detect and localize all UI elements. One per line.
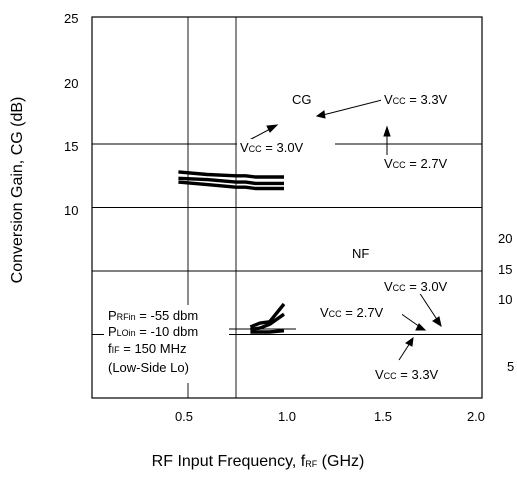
x-tick-1-5: 1.5 [374, 409, 392, 424]
cond-ploin: PLOin = -10 dbm [108, 324, 198, 339]
cond-fif: fIF = 150 MHz [108, 341, 186, 356]
arrowhead-cg-33 [315, 110, 326, 119]
nf-27-label-mask [318, 304, 402, 320]
cg-27-label-mask [381, 155, 467, 171]
series-cg-3-0v [178, 176, 284, 186]
cg-30-label: VCC = 3.0V [240, 140, 304, 155]
x-axis-title: RF Input Frequency, fRF (GHz) [152, 453, 365, 470]
cond-mode: (Low-Side Lo) [108, 360, 189, 375]
nf-label-mask [349, 246, 375, 262]
cg-30-label-mask [237, 139, 335, 155]
cond-prfin: PRFin = -55 dbm [108, 308, 198, 323]
y-tick-right-10: 10 [498, 292, 512, 307]
arrowhead-cg-30 [266, 124, 279, 133]
leader-lines [224, 99, 442, 361]
y-axis-title: Conversion Gain, CG (dB) [9, 97, 26, 284]
series-layer [178, 170, 286, 334]
cg-27-label: VCC = 2.7V [384, 156, 448, 171]
cg-33-label-mask [381, 91, 467, 107]
nf-33-label: VCC = 3.3V [375, 367, 439, 382]
x-tick-2-0: 2.0 [467, 409, 485, 424]
y-tick-right-20: 20 [498, 231, 512, 246]
arrowhead-nf-27 [415, 323, 427, 331]
nf-33-label-mask [372, 366, 458, 382]
nf-30-label: VCC = 3.0V [384, 279, 448, 294]
nf-27-label: VCC = 2.7V [320, 305, 384, 320]
y-tick-left-25: 25 [64, 11, 78, 26]
y-tick-left-10: 10 [64, 203, 78, 218]
y-tick-right-5: 5 [507, 359, 514, 374]
y-tick-left-15: 15 [64, 139, 78, 154]
series-cg-2-7v [178, 180, 284, 191]
series-nf-3-0v [249, 302, 286, 329]
leader-nf-27 [399, 312, 421, 328]
cg-33-label: VCC = 3.3V [384, 92, 448, 107]
nf-30-label-mask [382, 278, 468, 294]
arrowhead-nf-33 [405, 336, 414, 347]
arrowhead-cg-27 [383, 125, 391, 137]
series-cg-3-3v [178, 170, 284, 179]
y-tick-left-20: 20 [64, 76, 78, 91]
conditions-mask [104, 305, 229, 383]
x-tick-0-5: 0.5 [175, 409, 193, 424]
y-tick-right-15: 15 [498, 262, 512, 277]
leader-nf-33 [398, 342, 411, 361]
plot-frame [91, 16, 483, 399]
nf-group-label: NF [352, 246, 369, 261]
series-nf-3-3v [250, 329, 285, 334]
x-tick-1-0: 1.0 [278, 409, 296, 424]
arrowhead-nf-30 [432, 316, 442, 328]
leader-cg-33 [322, 99, 383, 116]
cg-group-label: CG [292, 92, 312, 107]
